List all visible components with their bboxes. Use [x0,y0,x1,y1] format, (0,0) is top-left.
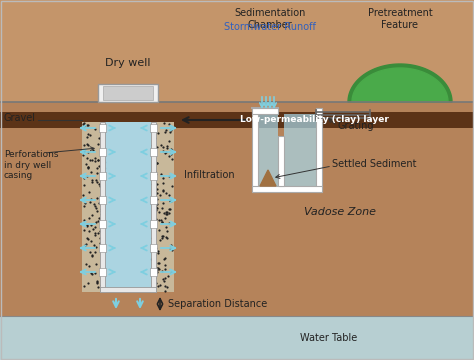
Text: Water Table: Water Table [300,333,357,343]
Text: Grating: Grating [338,121,374,131]
Bar [99,148,106,156]
Text: Perforations
in dry well
casing: Perforations in dry well casing [4,150,58,180]
Bar [98,84,158,102]
Bar [151,122,156,292]
Bar [99,244,106,252]
Text: Stormwater Runoff: Stormwater Runoff [224,22,316,32]
Bar [150,220,157,228]
Text: Settled Sediment: Settled Sediment [332,159,417,169]
Bar [252,186,322,192]
Polygon shape [348,64,452,102]
Bar [0,112,474,128]
Text: Dry well: Dry well [105,58,151,68]
Text: Sedimentation
Chamber: Sedimentation Chamber [234,8,306,30]
Bar [284,114,316,186]
Bar [278,136,284,186]
Bar [150,124,157,132]
Bar [252,108,258,192]
Polygon shape [260,170,276,186]
Text: Pretreatment
Feature: Pretreatment Feature [368,8,432,30]
Bar [0,0,474,102]
Bar [99,220,106,228]
Bar [105,122,151,292]
Text: Gravel: Gravel [4,113,36,123]
Text: Separation Distance: Separation Distance [168,299,267,309]
Text: Vadose Zone: Vadose Zone [304,207,376,217]
Bar [258,114,278,186]
Bar [99,196,106,204]
Bar [150,172,157,180]
Bar [99,124,106,132]
Bar [150,244,157,252]
Bar [100,122,105,292]
Text: Infiltration: Infiltration [184,170,235,180]
Bar [100,287,156,292]
Bar [82,122,174,292]
Bar [150,196,157,204]
Bar [150,148,157,156]
Text: Low-permeability (clay) layer: Low-permeability (clay) layer [240,116,389,125]
Bar [252,108,278,114]
Bar [0,316,474,360]
Bar [103,86,153,100]
Bar [99,268,106,276]
Polygon shape [352,68,448,102]
Bar [316,108,322,192]
Bar [150,268,157,276]
Bar [99,172,106,180]
